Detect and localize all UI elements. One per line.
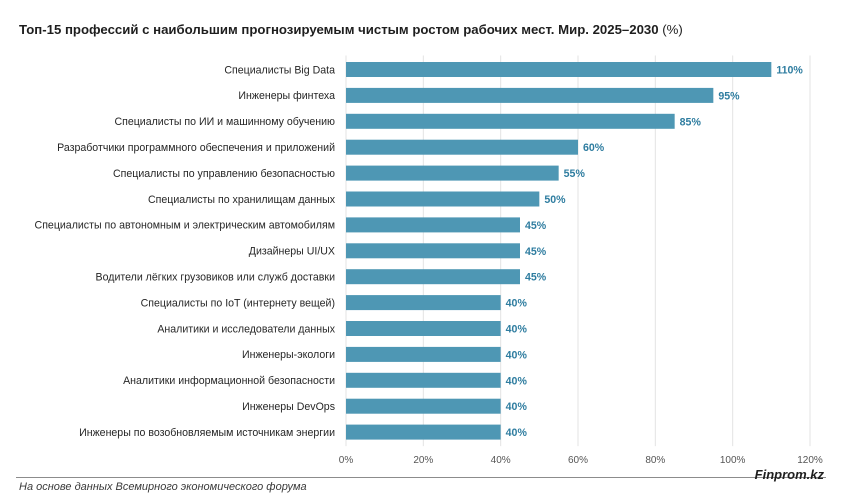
source-note: На основе данных Всемирного экономическо…	[19, 481, 307, 493]
value-label: 40%	[506, 427, 528, 439]
bar	[346, 295, 501, 311]
x-tick-label: 0%	[339, 455, 354, 466]
value-label: 40%	[506, 401, 528, 413]
bar	[346, 191, 540, 207]
category-label: Инженеры-экологи	[242, 349, 335, 361]
value-label: 85%	[680, 116, 702, 128]
x-tick-label: 20%	[413, 455, 433, 466]
bar	[346, 398, 501, 414]
bar	[346, 217, 520, 233]
value-label: 55%	[564, 168, 586, 180]
chart-title-unit: (%)	[662, 22, 683, 37]
value-label: 40%	[506, 324, 528, 336]
bar	[346, 346, 501, 362]
bar	[346, 139, 578, 155]
bar-chart: 0% 20% 40% 60% 80% 100% 120% Специалисты Big Da…	[35, 55, 823, 466]
chart-title: Топ-15 профессий с наибольшим прогнозиру…	[19, 22, 683, 37]
brand-logo-text: Finprom.kz	[754, 467, 824, 482]
value-label: 40%	[506, 349, 528, 361]
chart-title-text: Топ-15 профессий с наибольшим прогнозиру…	[19, 22, 659, 37]
category-label: Специалисты по ИИ и машинному обучению	[114, 116, 335, 128]
value-label: 40%	[506, 375, 528, 387]
x-tick-label: 40%	[491, 455, 511, 466]
bar	[346, 62, 772, 77]
x-tick-label: 100%	[720, 455, 746, 466]
x-tick-label: 60%	[568, 455, 588, 466]
value-label: 45%	[525, 220, 547, 232]
value-label: 45%	[525, 246, 547, 258]
value-label: 60%	[583, 142, 605, 154]
category-label: Специалисты Big Data	[224, 64, 335, 76]
category-label: Инженеры DevOps	[242, 401, 335, 413]
category-label: Разработчики программного обеспечения и …	[57, 142, 335, 154]
bar	[346, 321, 501, 336]
value-label: 95%	[718, 90, 740, 102]
bar	[346, 269, 520, 285]
x-tick-label: 80%	[645, 455, 665, 466]
bar	[346, 243, 520, 259]
category-label: Специалисты по управлению безопасностью	[113, 168, 335, 180]
value-label: 50%	[544, 194, 566, 206]
category-label: Специалисты по хранилищам данных	[148, 194, 336, 206]
bar	[346, 113, 675, 129]
category-label: Инженеры финтеха	[238, 90, 335, 102]
category-label: Инженеры по возобновляемым источникам эн…	[79, 427, 335, 439]
category-label: Специалисты по IoT (интернету вещей)	[141, 297, 335, 309]
footer-divider	[16, 477, 826, 478]
category-label: Водители лёгких грузовиков или служб дос…	[96, 272, 336, 284]
bar	[346, 372, 501, 388]
value-label: 40%	[506, 298, 528, 310]
category-label: Аналитики информационной безопасности	[123, 375, 335, 387]
category-label: Специалисты по автономным и электрически…	[35, 220, 335, 232]
value-label: 45%	[525, 272, 547, 284]
category-label: Аналитики и исследователи данных	[157, 323, 335, 335]
value-label: 110%	[776, 65, 803, 77]
bar	[346, 87, 714, 103]
category-label: Дизайнеры UI/UX	[249, 246, 335, 258]
bar	[346, 424, 501, 440]
bar	[346, 165, 559, 181]
x-tick-label: 120%	[797, 455, 823, 466]
